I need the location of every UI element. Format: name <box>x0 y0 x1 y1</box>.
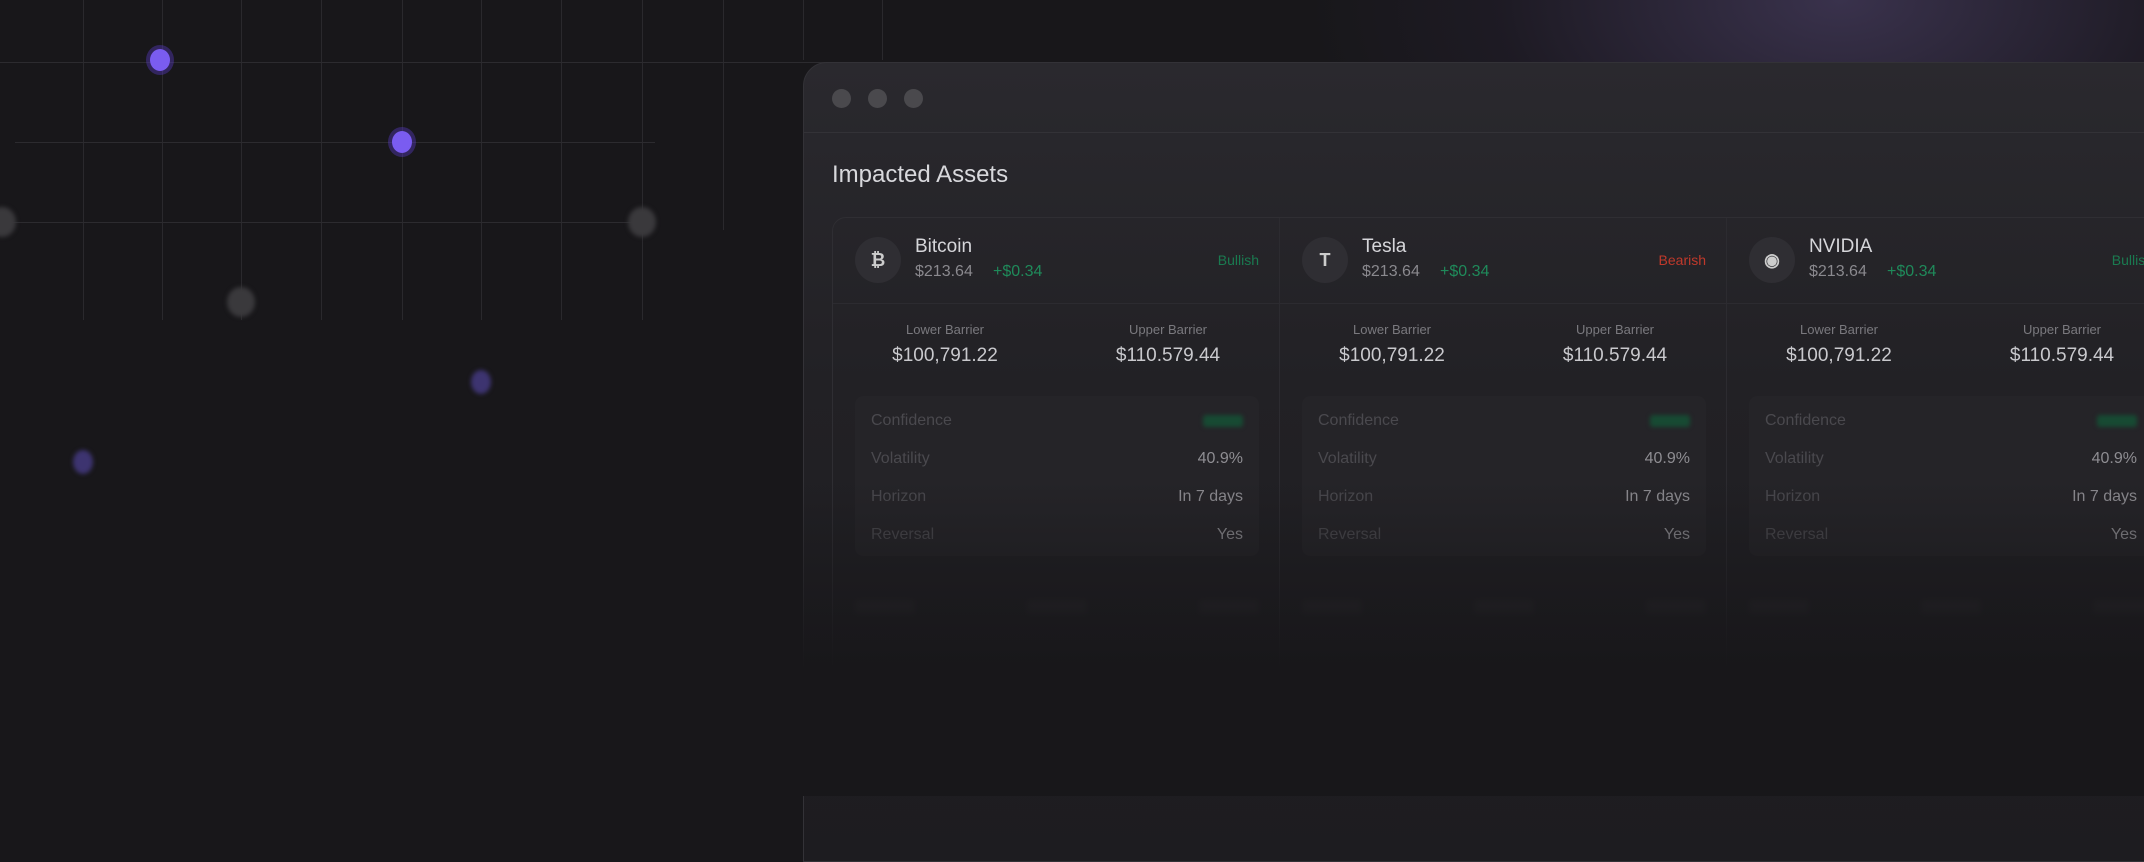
stat-row: Volatility 40.9% <box>1318 440 1690 478</box>
grid-line <box>481 0 482 320</box>
lower-barrier-label: Lower Barrier <box>1799 322 1879 337</box>
confidence-value <box>2097 415 2137 427</box>
grid-node <box>73 450 93 474</box>
grid-node <box>471 370 491 394</box>
upper-barrier: Upper Barrier $110.579.44 <box>1962 322 2144 367</box>
stat-row: Confidence <box>871 402 1243 440</box>
stat-label: Volatility <box>871 450 930 467</box>
stat-row: Confidence <box>1765 402 2137 440</box>
lower-barrier-value: $100,791.22 <box>1786 345 1892 366</box>
asset-name: NVIDIA <box>1809 236 1873 257</box>
nvidia-icon: ◉ <box>1749 237 1795 283</box>
lower-barrier-label: Lower Barrier <box>1352 322 1432 337</box>
asset-price: $213.64 <box>1809 263 1867 280</box>
asset-header: T Tesla $213.64 +$0.34 Bearish <box>1280 218 1726 304</box>
lower-barrier-label: Lower Barrier <box>905 322 985 337</box>
grid-line <box>15 142 655 143</box>
grid-line <box>723 0 724 230</box>
grid-node <box>392 131 412 153</box>
stat-value: 40.9% <box>1644 450 1690 467</box>
confidence-value <box>1650 415 1690 427</box>
stat-row: Volatility 40.9% <box>871 440 1243 478</box>
asset-change: +$0.34 <box>993 263 1043 280</box>
asset-header: ◉ NVIDIA $213.64 +$0.34 Bullish <box>1727 218 2144 304</box>
lower-barrier-value: $100,791.22 <box>892 345 998 366</box>
sentiment-badge: Bearish <box>1658 252 1706 268</box>
upper-barrier-value: $110.579.44 <box>1115 345 1221 366</box>
grid-line <box>321 0 322 320</box>
window-close-button[interactable] <box>832 89 851 108</box>
stat-label: Volatility <box>1765 450 1824 467</box>
upper-barrier: Upper Barrier $110.579.44 <box>1068 322 1268 367</box>
bitcoin-icon: ₿ <box>855 237 901 283</box>
lower-barrier: Lower Barrier $100,791.22 <box>1739 322 1939 367</box>
upper-barrier: Upper Barrier $110.579.44 <box>1515 322 1715 367</box>
upper-barrier-value: $110.579.44 <box>2009 345 2115 366</box>
tesla-icon: T <box>1302 237 1348 283</box>
confidence-value <box>1203 415 1243 427</box>
sentiment-badge: Bullish <box>1217 252 1259 268</box>
grid-line <box>402 0 403 320</box>
grid-line <box>803 0 804 60</box>
window-minimize-button[interactable] <box>868 89 887 108</box>
bottom-fade <box>0 480 2144 796</box>
asset-price: $213.64 <box>1362 263 1420 280</box>
upper-barrier-label: Upper Barrier <box>1575 322 1655 337</box>
upper-barrier-label: Upper Barrier <box>2022 322 2102 337</box>
asset-price: $213.64 <box>915 263 973 280</box>
sentiment-badge: Bullish <box>2111 252 2144 268</box>
stat-label: Confidence <box>1318 412 1399 429</box>
stat-row: Volatility 40.9% <box>1765 440 2137 478</box>
grid-node <box>628 207 656 237</box>
asset-name: Tesla <box>1362 236 1407 257</box>
section-title: Impacted Assets <box>832 161 1009 188</box>
asset-header: ₿ Bitcoin $213.64 +$0.34 Bullish <box>833 218 1279 304</box>
grid-line <box>241 0 242 320</box>
asset-change: +$0.34 <box>1440 263 1490 280</box>
grid-node <box>150 49 170 71</box>
window-title-bar <box>804 63 2144 133</box>
stat-row: Confidence <box>1318 402 1690 440</box>
grid-line <box>0 222 640 223</box>
window-maximize-button[interactable] <box>904 89 923 108</box>
lower-barrier-value: $100,791.22 <box>1339 345 1445 366</box>
grid-line <box>882 0 883 60</box>
asset-name: Bitcoin <box>915 236 973 257</box>
grid-line <box>0 62 1300 63</box>
grid-line <box>162 0 163 320</box>
upper-barrier-label: Upper Barrier <box>1128 322 1208 337</box>
stat-label: Confidence <box>871 412 952 429</box>
grid-line <box>642 0 643 320</box>
asset-change: +$0.34 <box>1887 263 1937 280</box>
stat-value: 40.9% <box>2091 450 2137 467</box>
stat-label: Volatility <box>1318 450 1377 467</box>
stat-label: Confidence <box>1765 412 1846 429</box>
grid-line <box>83 0 84 320</box>
grid-node <box>227 287 255 317</box>
grid-node <box>0 207 16 237</box>
stat-value: 40.9% <box>1197 450 1243 467</box>
lower-barrier: Lower Barrier $100,791.22 <box>1292 322 1492 367</box>
upper-barrier-value: $110.579.44 <box>1562 345 1668 366</box>
lower-barrier: Lower Barrier $100,791.22 <box>845 322 1045 367</box>
grid-line <box>561 0 562 320</box>
